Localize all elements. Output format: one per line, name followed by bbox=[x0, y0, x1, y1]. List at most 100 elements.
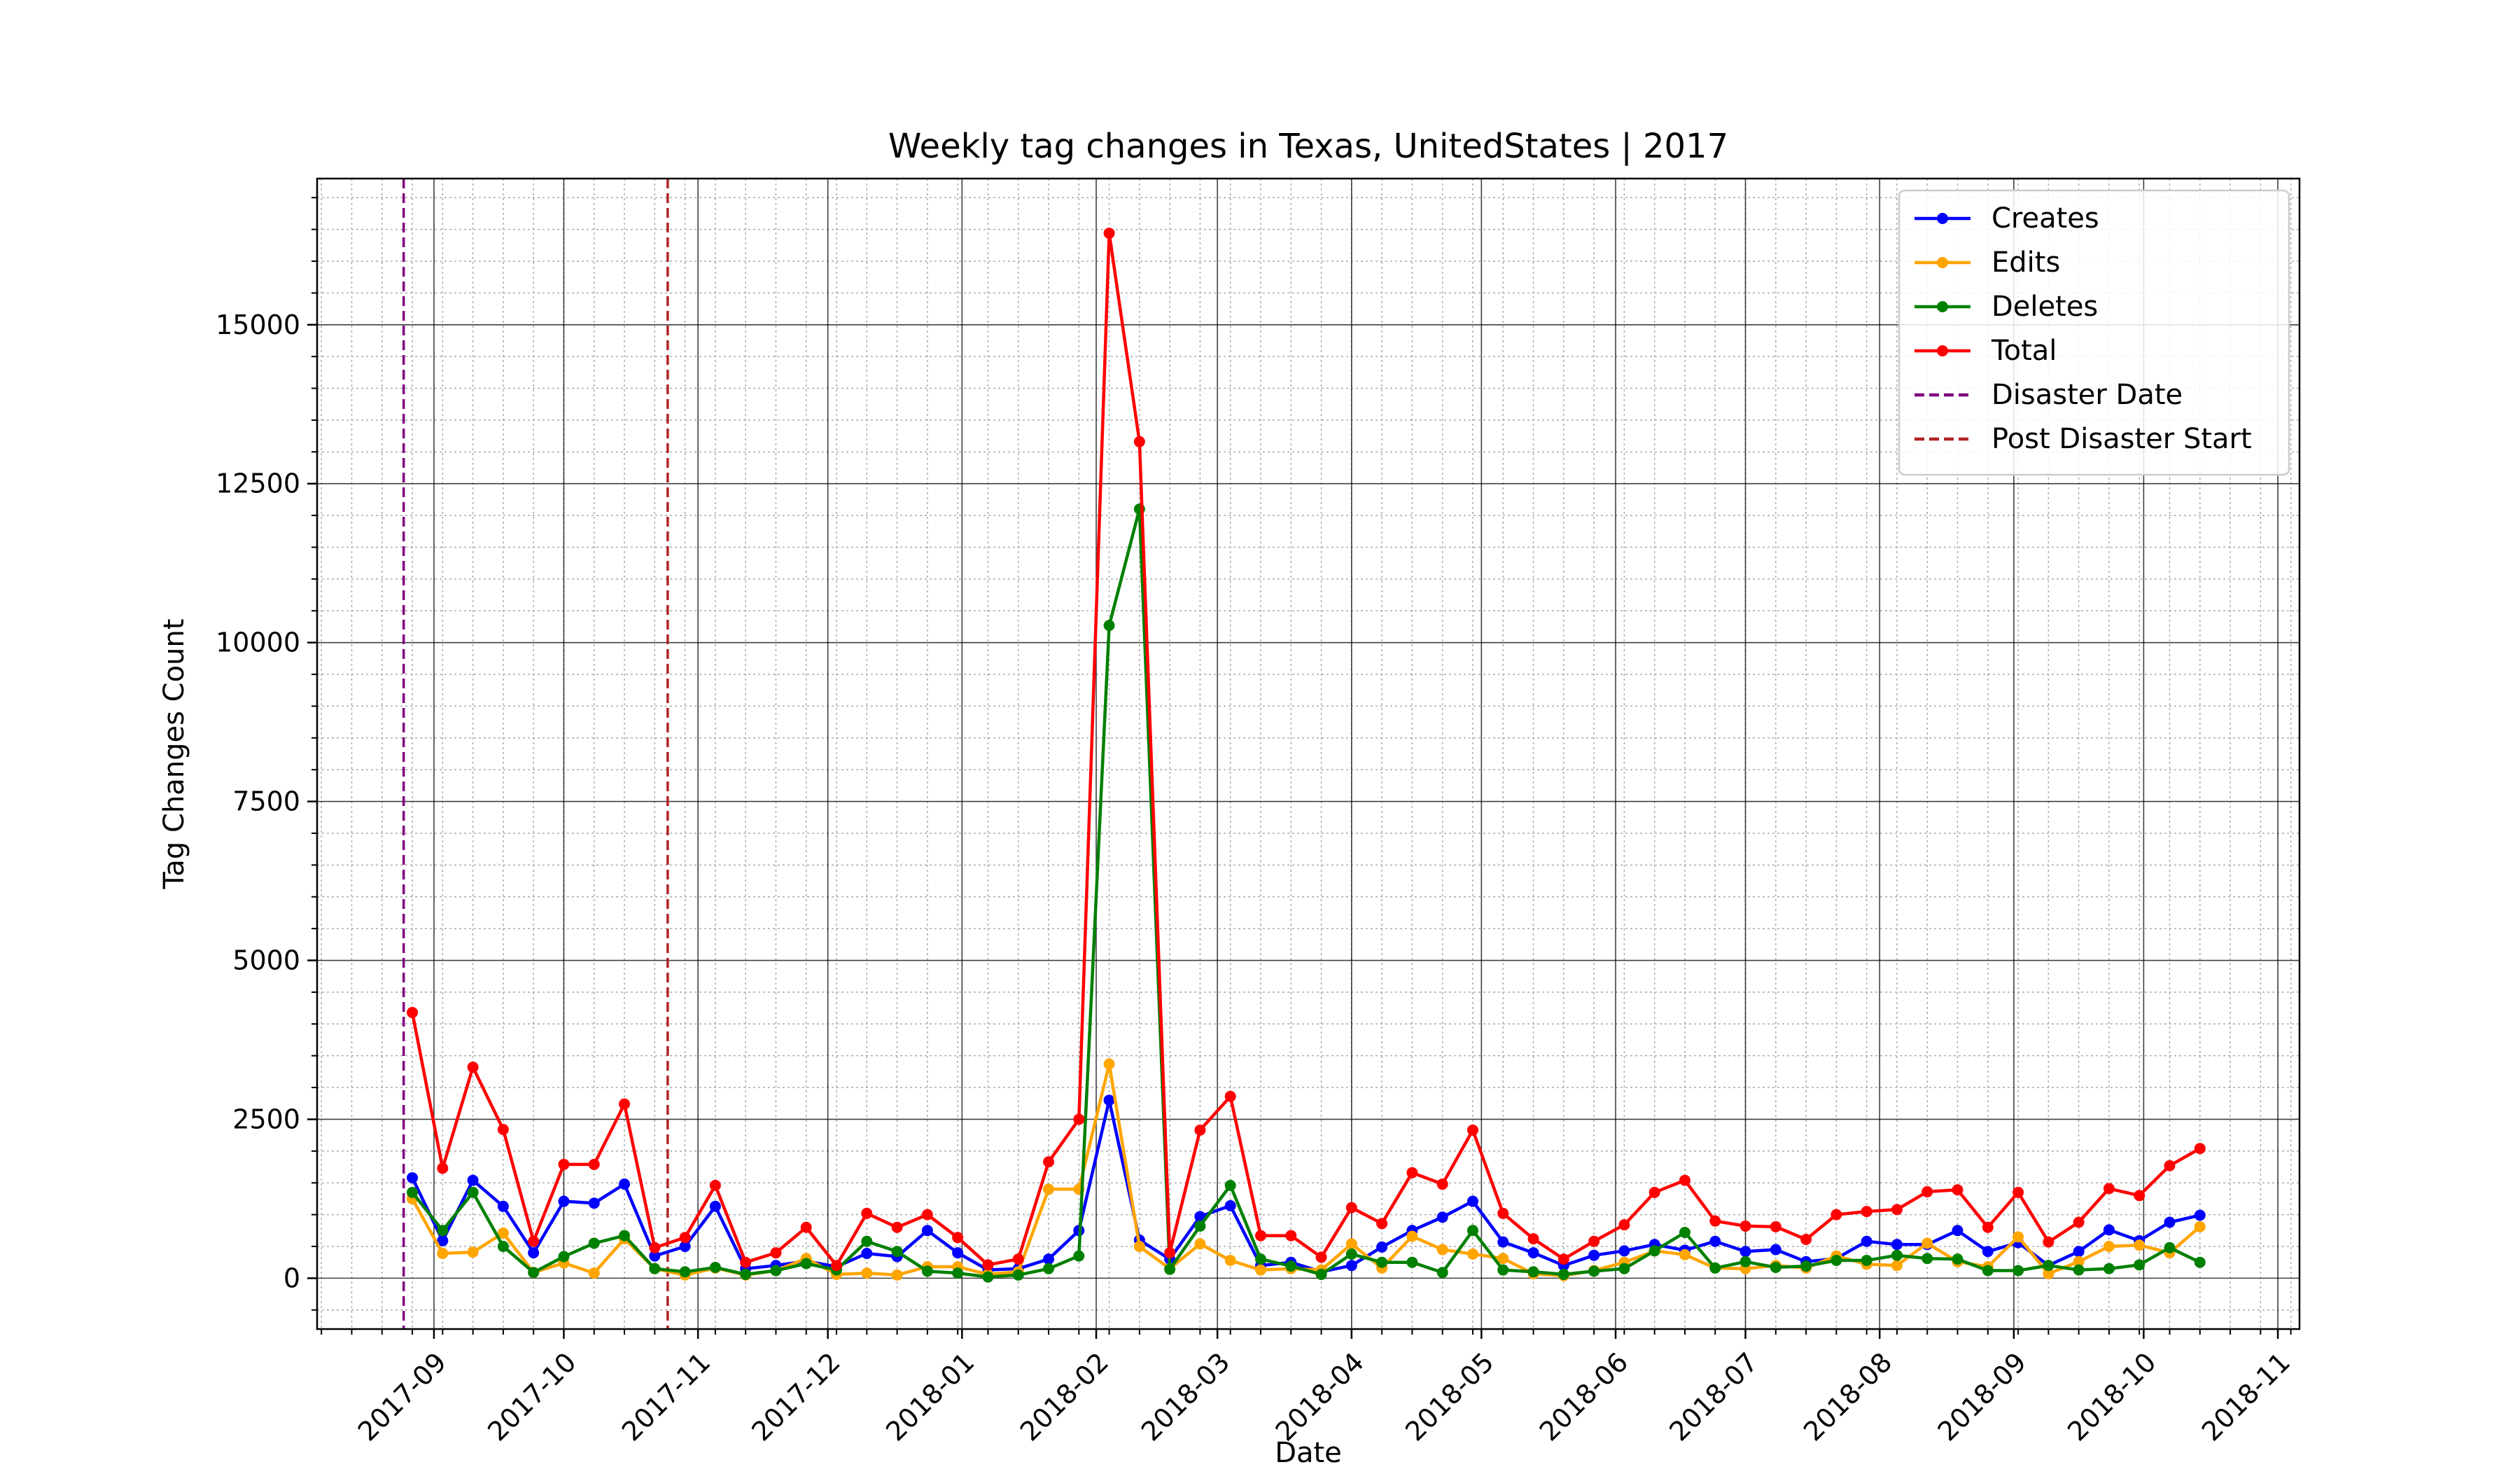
y-tick-label: 5000 bbox=[232, 945, 300, 976]
data-point bbox=[679, 1232, 691, 1244]
data-point bbox=[2194, 1221, 2206, 1232]
data-point bbox=[407, 1171, 419, 1183]
data-point bbox=[1012, 1253, 1024, 1265]
data-point bbox=[1800, 1260, 1812, 1272]
data-point bbox=[528, 1235, 540, 1247]
data-point bbox=[2134, 1259, 2146, 1271]
data-point bbox=[1709, 1215, 1721, 1227]
data-point bbox=[1285, 1230, 1297, 1242]
data-point bbox=[1436, 1244, 1448, 1256]
data-point bbox=[1982, 1265, 1994, 1277]
data-point bbox=[1406, 1230, 1418, 1242]
data-point bbox=[1042, 1263, 1054, 1274]
data-point bbox=[1376, 1241, 1388, 1253]
data-point bbox=[1891, 1249, 1903, 1261]
data-point bbox=[1588, 1265, 1600, 1277]
data-point bbox=[649, 1263, 661, 1274]
legend-label: Post Disaster Start bbox=[1991, 423, 2252, 455]
data-point bbox=[1861, 1206, 1872, 1218]
data-point bbox=[2012, 1265, 2024, 1277]
y-tick-label: 2500 bbox=[232, 1104, 300, 1134]
data-point bbox=[1952, 1253, 1963, 1265]
data-point bbox=[2103, 1240, 2115, 1252]
data-point bbox=[1740, 1220, 1751, 1232]
data-point bbox=[1224, 1254, 1236, 1266]
data-point bbox=[2164, 1242, 2176, 1253]
data-point bbox=[1588, 1235, 1600, 1247]
data-point bbox=[740, 1268, 752, 1280]
data-point bbox=[2073, 1256, 2085, 1267]
legend-label: Creates bbox=[1991, 202, 2099, 235]
series-lines bbox=[407, 228, 2206, 1283]
data-point bbox=[1618, 1245, 1630, 1257]
data-point bbox=[1648, 1186, 1660, 1198]
data-point bbox=[1224, 1179, 1236, 1191]
data-point bbox=[1830, 1254, 1842, 1266]
data-point bbox=[558, 1251, 570, 1263]
data-point bbox=[1103, 228, 1115, 239]
data-point bbox=[528, 1247, 540, 1259]
data-point bbox=[861, 1207, 873, 1219]
data-point bbox=[1679, 1174, 1690, 1186]
data-point bbox=[1466, 1225, 1478, 1237]
data-point bbox=[1042, 1156, 1054, 1168]
data-point bbox=[800, 1221, 812, 1233]
data-point bbox=[1073, 1113, 1085, 1125]
data-point bbox=[861, 1247, 873, 1259]
data-point bbox=[437, 1247, 449, 1259]
data-point bbox=[497, 1227, 509, 1239]
data-point bbox=[1770, 1221, 1782, 1232]
data-point bbox=[800, 1258, 812, 1270]
data-point bbox=[1558, 1268, 1569, 1280]
data-point bbox=[467, 1174, 479, 1186]
data-point bbox=[1770, 1261, 1782, 1273]
data-point bbox=[1648, 1245, 1660, 1257]
data-point bbox=[1497, 1253, 1509, 1265]
data-point bbox=[1012, 1269, 1024, 1281]
data-point bbox=[437, 1225, 449, 1237]
y-axis-label: Tag Changes Count bbox=[158, 619, 190, 890]
legend-marker bbox=[1937, 213, 1948, 224]
data-point bbox=[1527, 1233, 1539, 1245]
data-point bbox=[619, 1230, 631, 1242]
data-point bbox=[1588, 1249, 1600, 1261]
y-tick-label: 12500 bbox=[216, 468, 300, 499]
data-point bbox=[497, 1240, 509, 1252]
data-point bbox=[1921, 1186, 1933, 1197]
data-point bbox=[1194, 1238, 1206, 1250]
data-point bbox=[1558, 1253, 1569, 1265]
data-point bbox=[1103, 1094, 1115, 1106]
plot-frame bbox=[316, 177, 2301, 1330]
grid bbox=[317, 179, 2300, 1329]
data-point bbox=[982, 1259, 994, 1271]
data-point bbox=[709, 1261, 721, 1273]
data-point bbox=[1891, 1260, 1903, 1272]
data-point bbox=[1921, 1237, 1933, 1249]
data-point bbox=[497, 1200, 509, 1212]
data-point bbox=[1103, 1058, 1115, 1070]
data-point bbox=[2103, 1263, 2115, 1274]
data-point bbox=[1497, 1264, 1509, 1276]
data-point bbox=[891, 1221, 903, 1233]
data-point bbox=[2194, 1209, 2206, 1221]
data-point bbox=[1466, 1124, 1478, 1136]
data-point bbox=[1133, 1240, 1145, 1252]
data-point bbox=[1133, 436, 1145, 447]
data-point bbox=[1194, 1124, 1206, 1136]
data-point bbox=[921, 1209, 933, 1221]
data-point bbox=[1376, 1256, 1388, 1268]
data-point bbox=[952, 1247, 964, 1259]
data-point bbox=[1679, 1227, 1690, 1239]
data-point bbox=[407, 1006, 419, 1018]
data-point bbox=[1740, 1246, 1751, 1258]
data-point bbox=[1740, 1256, 1751, 1267]
data-point bbox=[588, 1197, 600, 1209]
data-point bbox=[1345, 1202, 1357, 1214]
data-point bbox=[921, 1225, 933, 1237]
legend-marker bbox=[1937, 345, 1948, 356]
data-point bbox=[1679, 1249, 1690, 1260]
legend-label: Edits bbox=[1991, 246, 2060, 279]
data-point bbox=[1982, 1246, 1994, 1258]
data-point bbox=[1891, 1239, 1903, 1251]
